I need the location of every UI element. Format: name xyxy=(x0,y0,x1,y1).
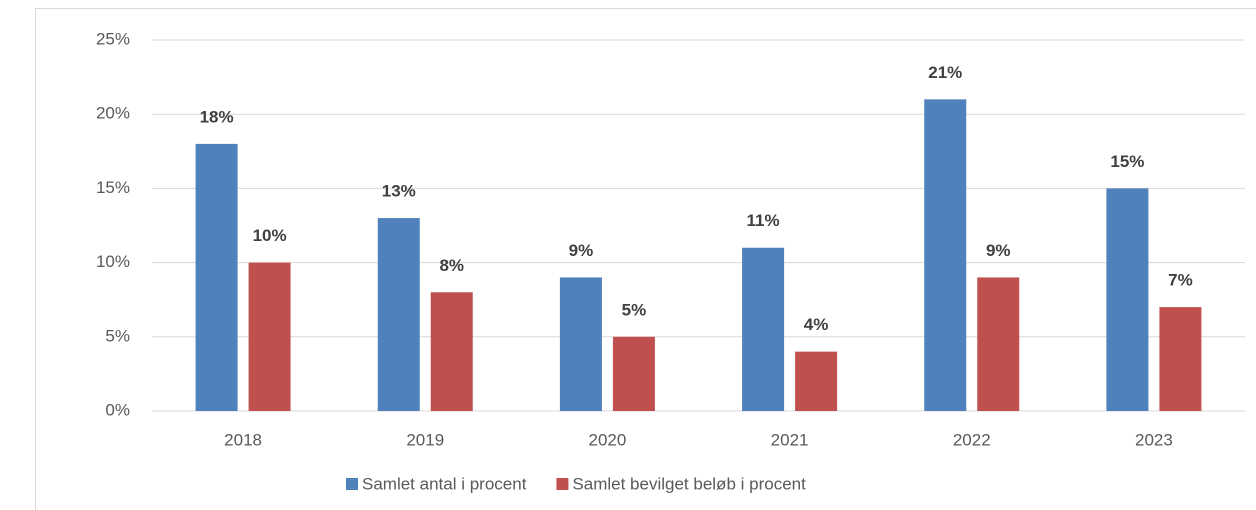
legend-label: Samlet bevilget beløb i procent xyxy=(572,474,806,493)
bar xyxy=(195,143,238,411)
y-tick-label: 25% xyxy=(96,29,130,48)
data-label: 18% xyxy=(200,107,234,126)
data-label: 9% xyxy=(986,241,1011,260)
y-tick-label: 0% xyxy=(105,400,130,419)
bar xyxy=(248,262,291,411)
y-tick-label: 15% xyxy=(96,178,130,197)
data-label: 8% xyxy=(439,256,464,275)
y-tick-label: 5% xyxy=(105,326,130,345)
data-label: 9% xyxy=(569,241,594,260)
data-label: 11% xyxy=(747,211,780,230)
y-tick-label: 10% xyxy=(96,252,130,271)
x-tick-label: 2018 xyxy=(224,430,262,449)
data-label: 21% xyxy=(928,63,962,82)
data-label: 4% xyxy=(804,315,829,334)
bar xyxy=(430,292,473,411)
bar xyxy=(977,277,1020,411)
legend-swatch xyxy=(346,478,358,490)
bar xyxy=(1106,188,1149,411)
x-tick-label: 2020 xyxy=(589,430,627,449)
x-tick-label: 2022 xyxy=(953,430,991,449)
bar xyxy=(924,99,967,412)
bar xyxy=(377,218,420,411)
bar xyxy=(1159,307,1202,411)
x-tick-label: 2021 xyxy=(771,430,809,449)
x-tick-label: 2019 xyxy=(406,430,444,449)
data-label: 13% xyxy=(382,182,416,201)
bar xyxy=(559,277,602,411)
legend-label: Samlet antal i procent xyxy=(362,474,527,493)
data-label: 15% xyxy=(1110,152,1144,171)
bar xyxy=(795,351,838,411)
data-label: 10% xyxy=(253,226,287,245)
data-label: 5% xyxy=(622,300,647,319)
y-tick-label: 20% xyxy=(96,104,130,123)
bar xyxy=(742,247,785,411)
bar xyxy=(612,336,655,411)
legend-swatch xyxy=(556,478,569,490)
x-tick-label: 2023 xyxy=(1135,430,1173,449)
chart-frame xyxy=(35,8,1256,510)
data-label: 7% xyxy=(1168,271,1193,290)
